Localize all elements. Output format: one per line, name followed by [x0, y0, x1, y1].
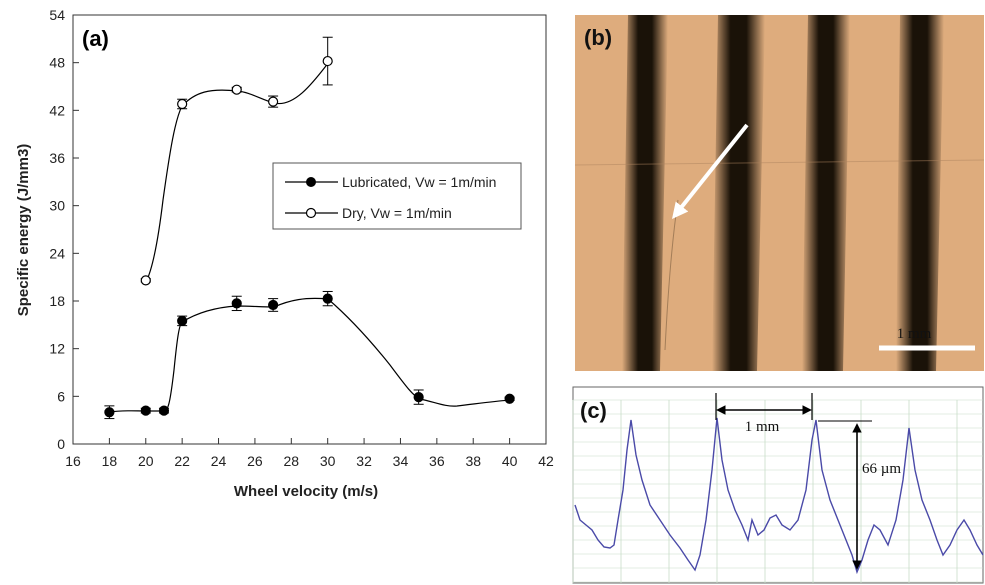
y-tick-label: 0 [57, 436, 65, 452]
series-curves [108, 61, 513, 413]
lubricated-point [104, 407, 115, 418]
panel-b-label: (b) [584, 25, 612, 50]
x-tick-label: 16 [65, 453, 81, 469]
plot-frame [72, 14, 547, 445]
crack-arrow [672, 123, 749, 220]
legend-marker-dry [305, 207, 317, 219]
x-tick-label: 24 [211, 453, 227, 469]
x-tick-label: 40 [502, 453, 518, 469]
lubricated-point [231, 298, 242, 309]
height-label: 66 µm [862, 461, 901, 477]
panel-a-chart: 0 6 12 18 24 30 36 42 48 54 16 18 20 22 24 26 28 30 32 34 3… [15, 7, 554, 500]
x-tick-label: 36 [429, 453, 445, 469]
x-tick-label: 34 [393, 453, 409, 469]
dry-point [140, 275, 151, 286]
dry-point [231, 84, 242, 95]
groove-3 [802, 15, 850, 371]
groove-2 [712, 15, 765, 371]
panel-c-label: (c) [580, 398, 607, 423]
lubricated-point [140, 405, 151, 416]
dry-curve [145, 61, 330, 283]
horizontal-mark [575, 159, 984, 166]
x-tick-label: 26 [247, 453, 263, 469]
x-tick-label: 38 [465, 453, 481, 469]
legend-label-dry: Dry, Vw = 1m/min [342, 205, 452, 221]
panel-b-micrograph: 1 mm (b) [575, 15, 984, 371]
y-tick-label: 12 [49, 341, 65, 357]
lubricated-point [322, 293, 333, 304]
y-tick-label: 18 [49, 293, 65, 309]
x-tick-label: 42 [538, 453, 554, 469]
dry-point [268, 96, 279, 107]
dry-point [322, 55, 333, 67]
legend: Lubricated, Vw = 1m/min Dry, Vw = 1m/min [272, 162, 522, 230]
lubricated-point [268, 299, 279, 311]
y-tick-label: 36 [49, 150, 65, 166]
y-tick-label: 24 [49, 245, 65, 261]
legend-marker-lubricated [306, 177, 316, 187]
spacing-label: 1 mm [745, 419, 780, 435]
scale-bar-label: 1 mm [897, 326, 932, 342]
y-tick-label: 30 [49, 198, 65, 214]
y-tick-label: 42 [49, 102, 65, 118]
profile-frame [572, 386, 984, 584]
series-points [104, 36, 515, 420]
y-axis: 0 6 12 18 24 30 36 42 48 54 [49, 7, 79, 452]
lubricated-curve [108, 297, 513, 413]
panel-a-label: (a) [82, 26, 109, 51]
x-tick-label: 22 [174, 453, 190, 469]
profile-trace [574, 417, 984, 575]
x-tick-label: 28 [284, 453, 300, 469]
profile-grid [572, 399, 983, 583]
panel-c-profile: 1 mm 66 µm (c) [572, 386, 984, 584]
y-axis-title: Specific energy (J/mm3) [15, 144, 32, 317]
legend-label-lubricated: Lubricated, Vw = 1m/min [342, 174, 496, 190]
x-axis: 16 18 20 22 24 26 28 30 32 34 36 38 40 42 [65, 438, 554, 469]
groove-4 [896, 15, 944, 371]
x-tick-label: 18 [102, 453, 118, 469]
legend-box [272, 162, 522, 230]
y-tick-label: 6 [57, 388, 65, 404]
lubricated-point [177, 315, 188, 326]
x-tick-label: 32 [356, 453, 372, 469]
y-tick-label: 54 [49, 7, 65, 23]
lubricated-point [158, 405, 170, 416]
y-tick-label: 48 [49, 55, 65, 71]
dry-point [177, 98, 188, 110]
x-tick-label: 30 [320, 453, 336, 469]
groove-1 [622, 15, 668, 371]
x-axis-title: Wheel velocity (m/s) [234, 483, 378, 500]
x-tick-label: 20 [138, 453, 154, 469]
lubricated-point [504, 393, 515, 404]
lubricated-point [413, 392, 424, 403]
